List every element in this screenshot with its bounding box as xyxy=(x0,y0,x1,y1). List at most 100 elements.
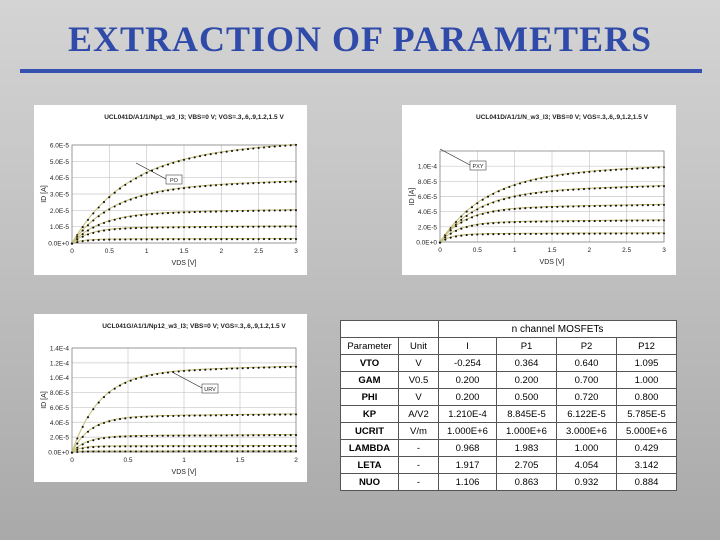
measurement-point xyxy=(204,154,207,157)
table-cell: 6.122E-5 xyxy=(556,405,617,423)
measurement-point xyxy=(182,434,186,437)
measurement-point xyxy=(209,434,212,437)
measurement-point xyxy=(209,184,212,187)
measurement-point xyxy=(572,232,575,235)
x-tick-label: 2 xyxy=(294,457,298,464)
measurement-point xyxy=(524,232,527,235)
slide-title: EXTRACTION OF PARAMETERS xyxy=(67,19,653,59)
measurement-point xyxy=(92,426,95,430)
x-tick-label: 3 xyxy=(662,247,666,254)
measurement-point xyxy=(273,225,276,228)
measurement-point xyxy=(150,450,154,453)
measurement-point xyxy=(140,415,143,419)
measurement-point xyxy=(92,439,95,442)
x-tick-label: 1 xyxy=(182,457,186,464)
measurement-point xyxy=(81,235,84,238)
measurement-point xyxy=(492,201,495,204)
measurement-point xyxy=(150,415,154,418)
measurement-point xyxy=(278,209,282,212)
measurement-point xyxy=(161,238,164,241)
table-cell: 0.800 xyxy=(615,388,678,406)
measurement-point xyxy=(236,182,239,186)
measurement-point xyxy=(134,416,138,419)
parameter-name-cell: KP xyxy=(340,405,399,423)
measurement-point xyxy=(246,182,250,185)
measurement-point xyxy=(460,234,463,237)
measurement-point xyxy=(556,232,559,235)
measurement-point xyxy=(145,238,148,241)
table-cell: 2.705 xyxy=(496,456,557,474)
measurement-point xyxy=(540,232,543,235)
measurement-point xyxy=(662,185,666,188)
measurement-point xyxy=(124,183,127,186)
measurement-point xyxy=(566,205,570,208)
measurement-point xyxy=(657,166,660,169)
measurement-point xyxy=(449,232,452,235)
plot-frame xyxy=(439,150,665,243)
measurement-point xyxy=(662,232,666,235)
measurement-point xyxy=(609,232,612,235)
measurement-point xyxy=(497,199,500,202)
measurement-point xyxy=(204,238,207,241)
measurement-point xyxy=(273,413,276,416)
measurement-point xyxy=(204,450,207,453)
measurement-point xyxy=(284,450,287,453)
measurement-point xyxy=(188,157,191,160)
table-cell: 0.200 xyxy=(496,371,557,389)
measurement-point xyxy=(241,210,244,213)
measurement-point xyxy=(620,204,623,207)
measurement-point xyxy=(273,434,276,437)
measurement-point xyxy=(124,417,127,420)
table-cell: 1.210E-4 xyxy=(438,405,497,423)
measurement-point xyxy=(97,238,100,241)
measurement-point xyxy=(476,202,479,205)
measurement-point xyxy=(209,226,212,229)
measurement-point xyxy=(604,187,607,190)
measurement-point xyxy=(129,445,132,448)
measurement-point xyxy=(225,450,228,453)
measurement-point xyxy=(86,218,90,221)
measurement-point xyxy=(188,445,191,448)
measurement-point xyxy=(262,209,266,212)
table-cell: 1.000E+6 xyxy=(496,422,557,440)
measurement-point xyxy=(108,238,111,241)
measurement-point xyxy=(273,145,276,148)
measurement-point xyxy=(657,203,660,207)
measurement-point xyxy=(230,225,234,228)
measurement-point xyxy=(108,228,111,231)
table-group-header: n channel MOSFETs xyxy=(437,320,678,338)
table-row: VTO V -0.254 0.364 0.640 1.095 xyxy=(340,354,678,372)
measurement-point xyxy=(156,167,159,170)
y-axis-label: ID [A] xyxy=(409,188,416,206)
measurement-point xyxy=(662,203,666,206)
measurement-point xyxy=(572,172,575,175)
x-tick-label: 0 xyxy=(438,247,442,254)
x-tick-label: 2 xyxy=(588,247,592,254)
table-header-cell: I xyxy=(438,337,497,355)
measurement-point xyxy=(252,434,255,437)
measurement-point xyxy=(86,446,90,449)
measurement-point xyxy=(129,416,132,419)
measurement-point xyxy=(566,188,570,192)
measurement-point xyxy=(177,226,180,229)
table-cell: 0.700 xyxy=(556,371,617,389)
measurement-point xyxy=(214,184,218,187)
measurement-point xyxy=(188,450,191,453)
measurement-point xyxy=(145,213,148,216)
measurement-point xyxy=(566,232,570,235)
measurement-point xyxy=(113,436,116,439)
y-tick-label: 2.0E-5 xyxy=(418,224,438,231)
measurement-point xyxy=(561,189,564,192)
y-tick-label: 4.0E-5 xyxy=(50,175,70,182)
measurement-point xyxy=(166,371,170,374)
measurement-point xyxy=(614,219,618,222)
measurement-point xyxy=(230,450,234,453)
measurement-point xyxy=(86,416,90,419)
measurement-point xyxy=(529,232,532,235)
measurement-point xyxy=(246,434,250,437)
measurement-point xyxy=(156,212,159,215)
measurement-point xyxy=(177,238,180,241)
chart-title: UCL041D/A1/1/N_w3_l3; VBS=0 V; VGS=.3,.6… xyxy=(476,114,649,121)
measurement-point xyxy=(193,238,196,241)
table-cell: A/V2 xyxy=(398,405,439,423)
